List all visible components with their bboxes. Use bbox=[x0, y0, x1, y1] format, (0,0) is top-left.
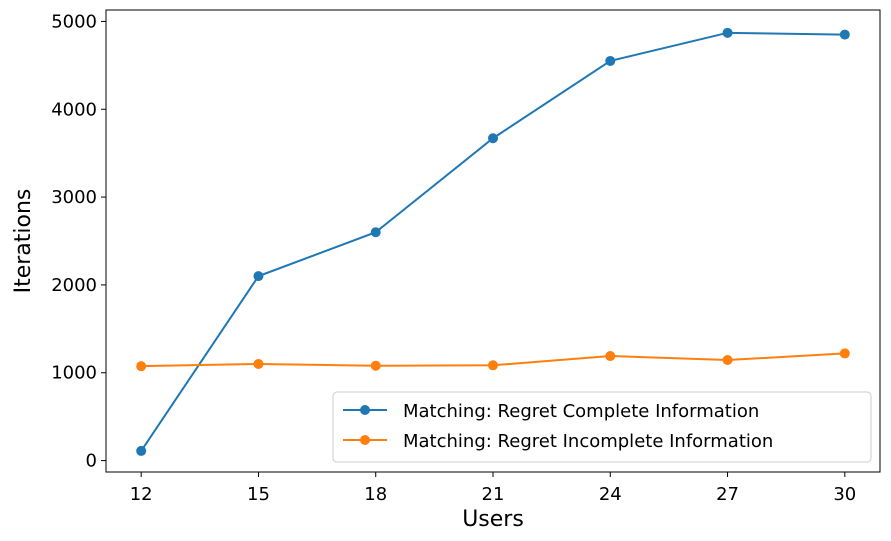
data-point bbox=[488, 133, 498, 144]
y-tick-label: 3000 bbox=[51, 187, 97, 208]
series-line bbox=[140, 31, 845, 452]
series-1 bbox=[136, 27, 850, 456]
y-tick-label: 0 bbox=[86, 451, 97, 472]
data-point bbox=[605, 351, 616, 362]
x-tick-label: 30 bbox=[833, 484, 856, 505]
ticks-layer: 12 15 18 21 24 27 30 0 1000 2000 3000 4000 5000 bbox=[51, 11, 856, 505]
y-tick-label: 5000 bbox=[51, 11, 97, 32]
legend-item: Matching: Regret Complete Information bbox=[343, 401, 759, 422]
data-point bbox=[722, 27, 733, 38]
data-point bbox=[370, 360, 381, 371]
y-tick-label: 4000 bbox=[51, 99, 97, 120]
data-point bbox=[253, 271, 264, 282]
y-tick-label: 1000 bbox=[51, 363, 97, 384]
x-axis-label: Users bbox=[462, 507, 524, 532]
data-point bbox=[839, 348, 850, 359]
series-layer bbox=[136, 27, 850, 456]
legend-marker bbox=[360, 435, 370, 445]
legend-label: Matching: Regret Complete Information bbox=[403, 401, 759, 422]
data-point bbox=[605, 55, 616, 66]
x-tick-label: 12 bbox=[130, 484, 153, 505]
x-tick-label: 18 bbox=[364, 484, 387, 505]
legend-marker bbox=[360, 405, 370, 415]
x-tick-label: 21 bbox=[482, 484, 505, 505]
data-point bbox=[839, 29, 850, 40]
x-tick-label: 27 bbox=[716, 484, 739, 505]
y-tick-label: 2000 bbox=[51, 275, 97, 296]
data-point bbox=[370, 227, 381, 238]
y-axis-label: Iterations bbox=[11, 189, 36, 294]
legend-box bbox=[332, 391, 872, 463]
data-point bbox=[722, 355, 733, 366]
legend-item: Matching: Regret Incomplete Information bbox=[343, 431, 773, 452]
legend: Matching: Regret Complete Information Mat… bbox=[332, 391, 872, 463]
legend-label: Matching: Regret Incomplete Information bbox=[403, 431, 773, 452]
data-point bbox=[136, 361, 147, 372]
x-tick-label: 24 bbox=[599, 484, 622, 505]
data-point bbox=[488, 360, 498, 371]
x-tick-label: 15 bbox=[247, 484, 270, 505]
series-2 bbox=[136, 348, 850, 372]
data-point bbox=[253, 358, 264, 369]
data-point bbox=[136, 445, 147, 456]
